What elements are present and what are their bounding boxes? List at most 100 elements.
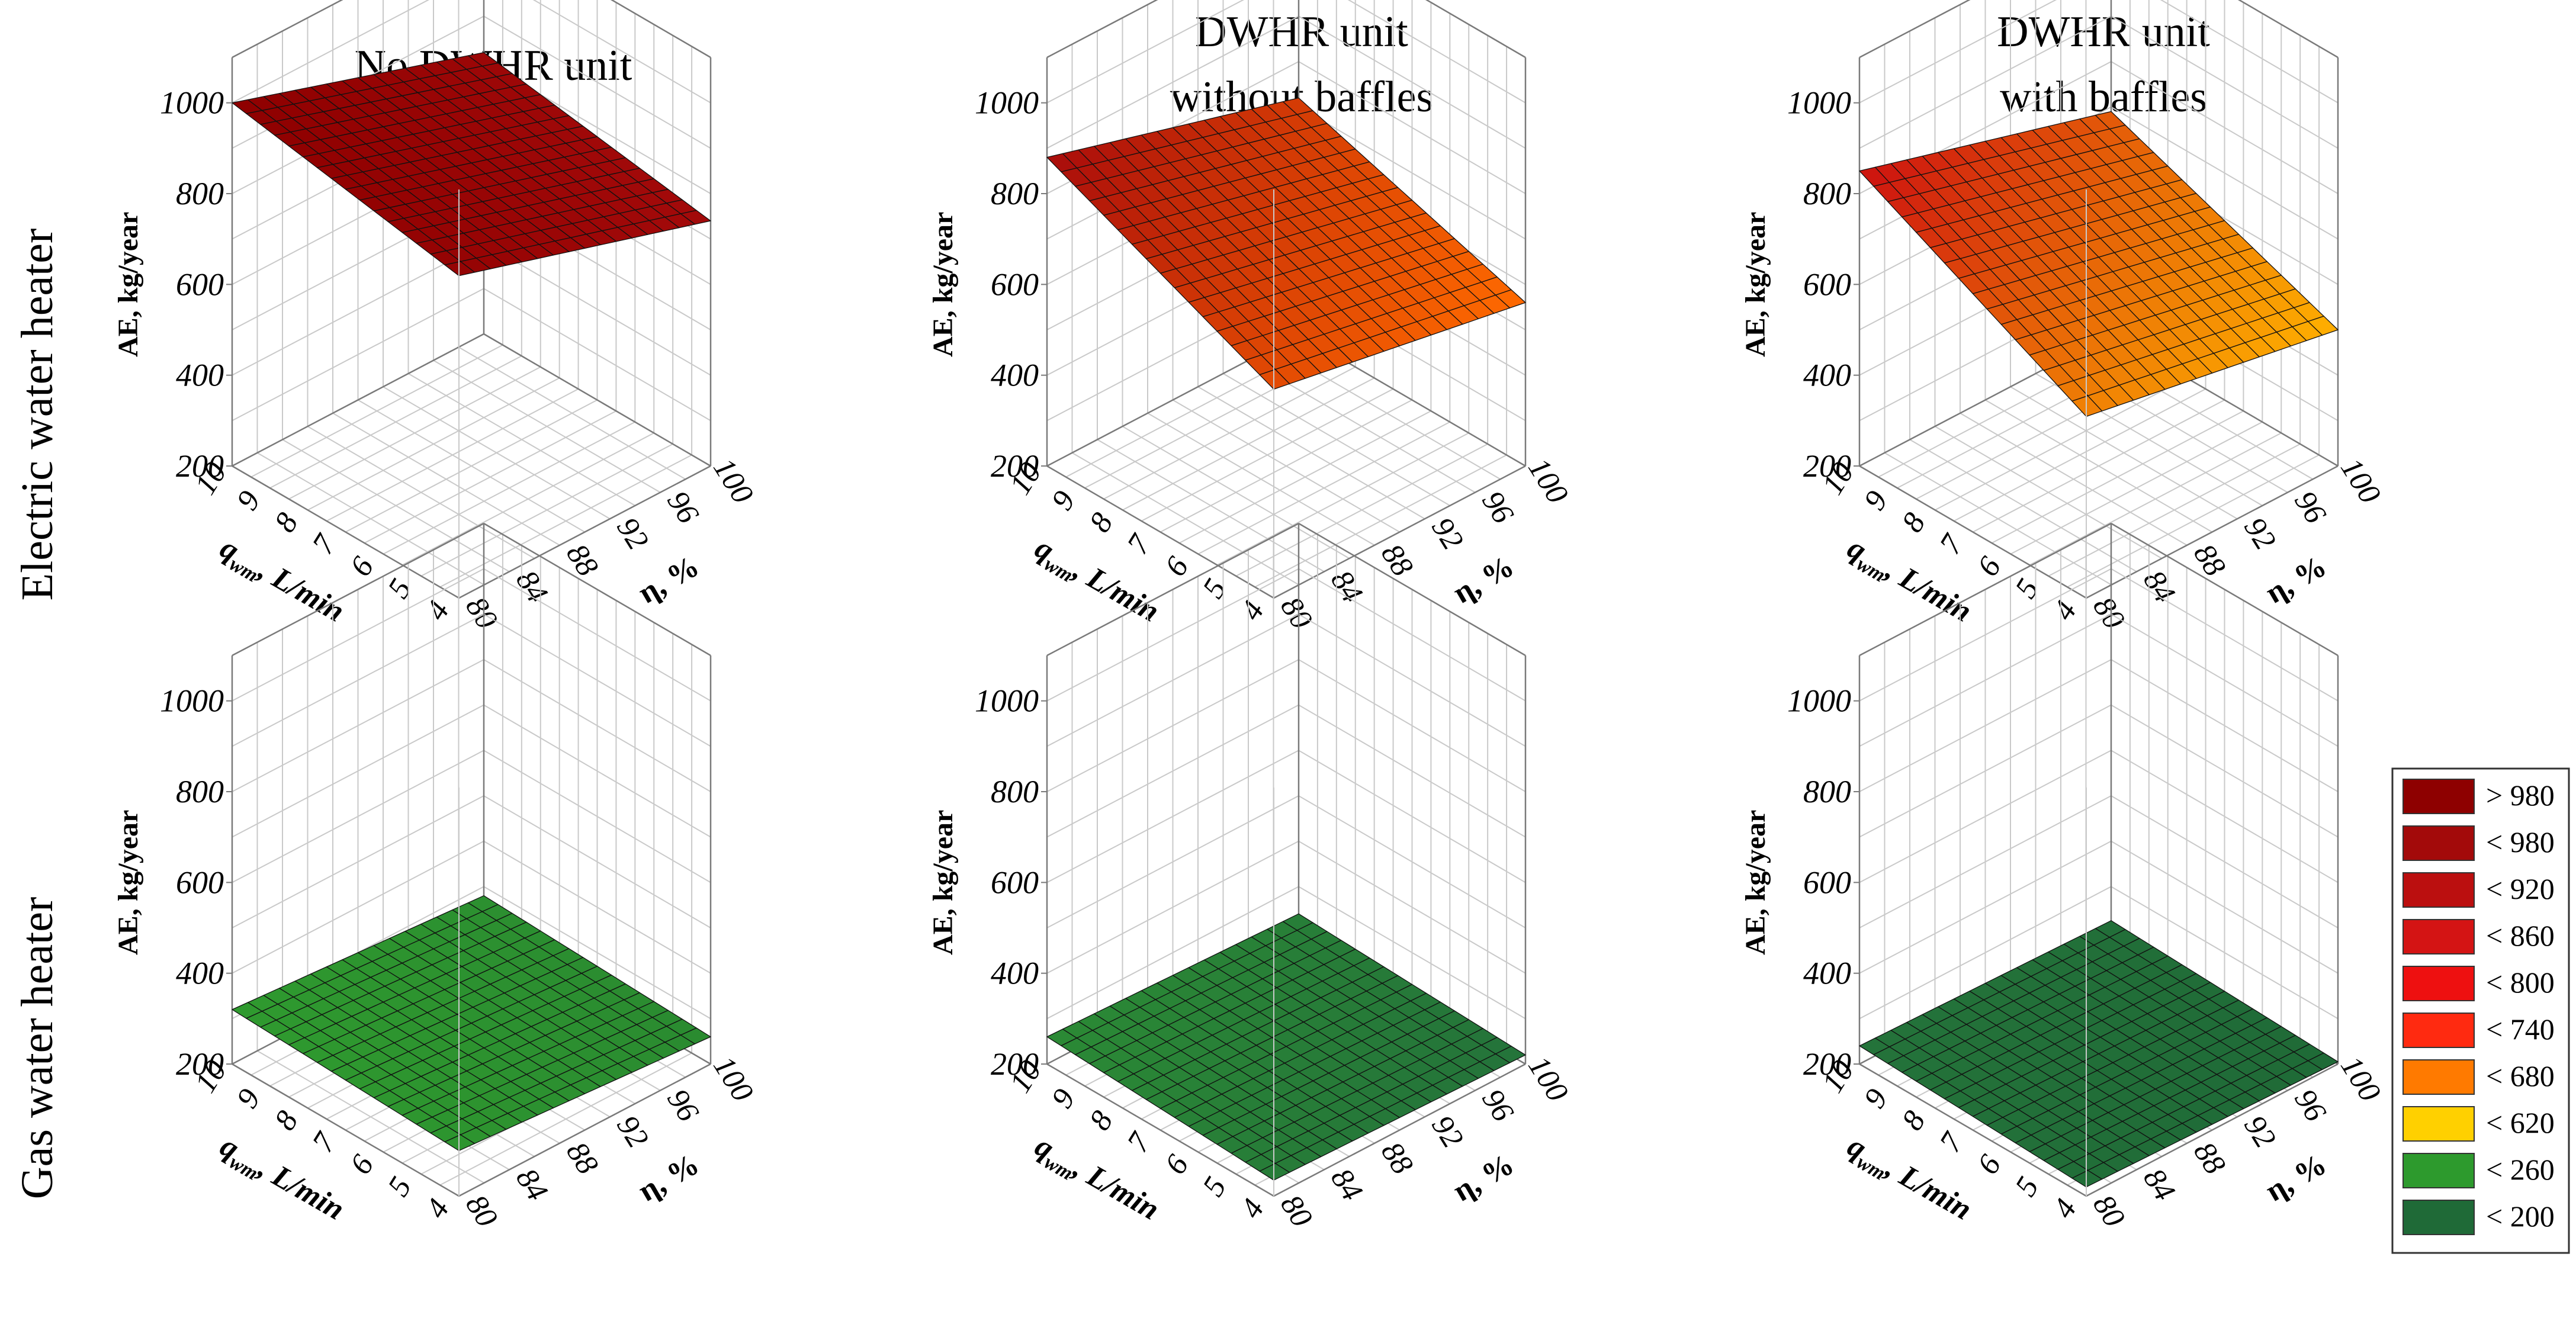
- eta-tick-label: 96: [1475, 1084, 1520, 1127]
- legend-label: < 860: [2486, 919, 2555, 952]
- q-tick-label: 9: [230, 485, 267, 516]
- q-tick-label: 7: [306, 528, 343, 560]
- legend-swatch: [2402, 1200, 2475, 1235]
- z-tick-label: 1000: [160, 85, 224, 121]
- legend-label: < 740: [2486, 1013, 2555, 1046]
- z-tick-label: 1000: [1787, 683, 1851, 719]
- eta-tick-label: 80: [1274, 1189, 1319, 1233]
- eta-tick-label: 84: [1324, 1163, 1369, 1207]
- legend-label: > 980: [2486, 779, 2555, 812]
- q-tick-label: 6: [1971, 1149, 2008, 1180]
- eta-tick-label: 80: [2086, 591, 2131, 635]
- col-title-3-line1: DWHR unit: [1997, 8, 2210, 56]
- legend-swatch: [2402, 919, 2475, 954]
- eta-tick-label: 92: [610, 1110, 655, 1153]
- legend-label: < 980: [2486, 825, 2555, 859]
- q-tick-label: 7: [306, 1126, 343, 1158]
- z-tick-labels: 200 400 600 800 1000: [1787, 683, 1859, 1082]
- q-tick-label: 7: [1933, 528, 1970, 560]
- z-tick-labels: 200 400 600 800 1000: [1787, 85, 1859, 484]
- surface: [232, 895, 711, 1151]
- q-tick-label: 5: [1196, 573, 1233, 604]
- z-axis-label: AE, kg/year: [113, 810, 144, 955]
- eta-tick-label: 88: [2187, 538, 2232, 582]
- q-tick-label: 6: [1158, 551, 1195, 582]
- eta-tick-label: 84: [2137, 1163, 2182, 1207]
- z-tick-label: 200: [1803, 1046, 1851, 1082]
- eta-tick-label: 100: [706, 452, 760, 509]
- legend-label: < 200: [2486, 1200, 2555, 1233]
- q-tick-label: 5: [2009, 573, 2045, 604]
- q-tick-label: 4: [419, 1193, 456, 1224]
- q-tick-label: 8: [1896, 507, 1932, 538]
- z-tick-label: 400: [176, 956, 224, 991]
- eta-tick-label: 84: [2137, 565, 2182, 609]
- eta-tick-label: 92: [1425, 1110, 1470, 1153]
- z-tick-label: 1000: [975, 85, 1039, 121]
- q-tick-label: 6: [1971, 551, 2008, 582]
- eta-tick-label: 88: [1374, 538, 1419, 582]
- z-tick-label: 200: [991, 448, 1039, 484]
- z-axis-label: AE, kg/year: [927, 212, 959, 357]
- eta-tick-label: 88: [560, 1136, 605, 1180]
- z-tick-label: 600: [176, 864, 224, 900]
- z-tick-labels: 200 400 600 800 1000: [975, 683, 1047, 1082]
- surface: [1859, 111, 2339, 417]
- eta-tick-label: 92: [610, 512, 655, 555]
- col-title-2-line1: DWHR unit: [1195, 8, 1408, 56]
- eta-axis-label: η, %: [632, 1148, 705, 1209]
- eta-tick-label: 100: [2334, 1050, 2387, 1107]
- eta-tick-label: 84: [509, 1163, 554, 1207]
- z-tick-label: 800: [176, 176, 224, 211]
- z-axis-label: AE, kg/year: [113, 212, 144, 357]
- row-title-gas: Gas water heater: [12, 897, 62, 1200]
- eta-tick-label: 92: [1425, 512, 1470, 555]
- legend-swatch: [2402, 872, 2475, 908]
- eta-tick-label: 84: [1324, 565, 1369, 609]
- q-tick-label: 4: [2047, 1193, 2083, 1224]
- surface: [232, 52, 711, 277]
- legend-label: < 680: [2486, 1059, 2555, 1092]
- eta-tick-label: 88: [560, 538, 605, 582]
- z-tick-label: 400: [991, 358, 1039, 393]
- q-tick-label: 6: [343, 551, 380, 582]
- z-axis-label: AE, kg/year: [927, 810, 959, 955]
- z-tick-label: 200: [176, 448, 224, 484]
- legend-swatch: [2402, 825, 2475, 861]
- q-tick-label: 7: [1933, 1126, 1970, 1158]
- row-titles: Electric water heater Gas water heater: [12, 229, 62, 1200]
- q-tick-label: 8: [1896, 1105, 1932, 1136]
- legend-swatch: [2402, 779, 2475, 814]
- eta-tick-label: 92: [2237, 512, 2282, 555]
- legend-swatch: [2402, 1106, 2475, 1142]
- z-tick-label: 800: [176, 774, 224, 809]
- eta-tick-label: 80: [459, 591, 504, 635]
- z-tick-labels: 200 400 600 800 1000: [975, 85, 1047, 484]
- legend-label: < 620: [2486, 1106, 2555, 1139]
- row-title-electric: Electric water heater: [12, 229, 62, 601]
- eta-tick-label: 88: [1374, 1136, 1419, 1180]
- z-tick-label: 600: [1803, 266, 1851, 302]
- q-tick-label: 4: [1234, 1193, 1271, 1224]
- q-tick-label: 7: [1120, 528, 1158, 560]
- z-tick-label: 600: [176, 266, 224, 302]
- q-tick-label: 5: [1196, 1171, 1233, 1202]
- q-tick-label: 8: [1083, 507, 1120, 538]
- eta-tick-label: 100: [2334, 452, 2387, 509]
- legend-swatch: [2402, 966, 2475, 1001]
- q-tick-label: 7: [1120, 1126, 1158, 1158]
- z-tick-label: 400: [1803, 956, 1851, 991]
- eta-tick-label: 96: [660, 486, 705, 529]
- z-axis-label: AE, kg/year: [1740, 810, 1771, 955]
- z-tick-label: 400: [176, 358, 224, 393]
- z-tick-label: 1000: [160, 683, 224, 719]
- z-tick-label: 800: [991, 774, 1039, 809]
- eta-axis-label: η, %: [2260, 549, 2332, 610]
- eta-tick-label: 96: [660, 1084, 705, 1127]
- q-tick-label: 9: [1045, 1083, 1082, 1114]
